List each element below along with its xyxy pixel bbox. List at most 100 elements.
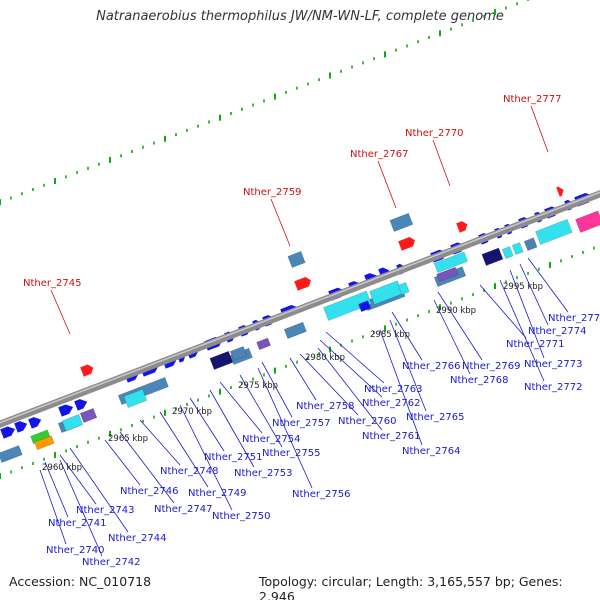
gene-label-Nther_2757: Nther_2757 (272, 418, 330, 429)
cyan-gene-8-body (535, 218, 573, 245)
leader-Nther_2745 (50, 289, 71, 335)
red-gene-2759-body (294, 277, 311, 291)
leader-Nther_2743 (59, 454, 97, 505)
forward-gene-1-body (14, 421, 28, 433)
leader-Nther_2772 (499, 279, 545, 382)
steel-gene-2 (287, 251, 306, 268)
red-gene-2767-body (398, 237, 415, 251)
cyan-gene-8 (535, 218, 573, 245)
kbp-label-4: 2980 kbp (305, 353, 345, 363)
leader-Nther_2756 (257, 367, 313, 489)
gene-label-Nther_2746: Nther_2746 (120, 486, 178, 497)
leader-Nther_2754 (219, 381, 263, 434)
gene-label-Nther_2758: Nther_2758 (296, 401, 354, 412)
red-gene-2777-body (556, 186, 564, 197)
gene-label-Nther_2774: Nther_2774 (528, 326, 586, 337)
red-gene-2759 (294, 277, 311, 291)
red-gene-2745 (80, 364, 94, 377)
gene-label-Nther_2744: Nther_2744 (108, 533, 166, 544)
leader-Nther_2770 (432, 139, 451, 187)
gene-label-Nther_2761: Nther_2761 (362, 431, 420, 442)
cyan-gene-7-body (511, 242, 524, 255)
cyan-gene-2 (323, 290, 372, 321)
leader-Nther_2741 (44, 461, 69, 518)
cyan-gene-7 (511, 242, 524, 255)
kbp-label-2: 2970 kbp (172, 407, 212, 417)
leader-Nther_2777 (530, 105, 549, 153)
gene-label-Nther_2742: Nther_2742 (82, 557, 140, 568)
genome-summary-text: Topology: circular; Length: 3,165,557 bp… (259, 574, 563, 600)
navy-gene-0-body (209, 350, 234, 370)
gene-label-Nther_2768: Nther_2768 (450, 375, 508, 386)
leader-Nther_2765 (389, 319, 427, 412)
gene-label-Nther_2748: Nther_2748 (160, 466, 218, 477)
leader-Nther_2771 (479, 284, 527, 339)
steel-gene-1-body (523, 237, 538, 251)
gene-label-Nther_2770: Nther_2770 (405, 128, 463, 139)
leader-Nther_2759 (270, 198, 291, 247)
genome-backbone (0, 190, 600, 428)
gene-label-Nther_2771: Nther_2771 (506, 339, 564, 350)
outer-tick-marks (0, 0, 529, 206)
leader-Nther_2757 (261, 361, 293, 418)
steel-gene-3 (389, 212, 414, 232)
reverse-gene-4 (283, 321, 307, 339)
forward-gene-2 (28, 417, 42, 429)
blue-gene-extra (358, 300, 372, 313)
reverse-gene-4-body (283, 321, 307, 339)
gene-label-Nther_2754: Nther_2754 (242, 434, 300, 445)
leader-Nther_2742 (59, 459, 103, 557)
reverse-gene-0 (0, 445, 23, 463)
kbp-label-7: 2995 kbp (503, 282, 543, 292)
forward-gene-1 (14, 421, 28, 433)
gene-label-Nther_2766: Nther_2766 (402, 361, 460, 372)
leader-Nther_2753 (209, 389, 255, 468)
gene-label-Nther_2747: Nther_2747 (154, 504, 212, 515)
leader-Nther_2761 (317, 347, 383, 431)
cyan-gene-5 (433, 251, 468, 273)
accession-text: Accession: NC_010718 (9, 574, 152, 589)
reverse-gene-0-body (0, 445, 23, 463)
leader-Nther_2768 (433, 299, 471, 375)
purple-gene-0 (256, 337, 271, 351)
leader-Nther_2749 (159, 411, 209, 488)
purple-gene-1 (436, 266, 459, 283)
leader-Nther_2758 (289, 357, 317, 401)
red-gene-2770 (456, 221, 468, 233)
leader-Nther_2767 (377, 160, 397, 209)
forward-gene-0 (0, 426, 16, 439)
kbp-label-1: 2965 kbp (108, 434, 148, 444)
magenta-gene-0-body (575, 210, 600, 233)
cyan-gene-4-body (397, 282, 410, 295)
forward-gene-3 (58, 404, 74, 417)
gene-label-Nther_2755: Nther_2755 (262, 448, 320, 459)
leader-Nther_2750 (179, 404, 233, 511)
leader-Nther_2746 (104, 439, 141, 486)
red-gene-2767 (398, 237, 415, 251)
gene-label-Nther_2775: Nther_2775 (548, 313, 600, 324)
cyan-gene-5-body (433, 251, 468, 273)
navy-gene-1 (481, 247, 504, 266)
leader-Nther_2755 (239, 374, 283, 448)
kbp-label-5: 2985 kbp (370, 330, 410, 340)
inner-tick-marks (0, 246, 595, 480)
leader-Nther_2762 (319, 339, 383, 398)
orange-gene-0 (34, 435, 55, 451)
leader-Nther_2748 (139, 419, 181, 466)
cyan-gene-1 (61, 414, 84, 432)
leader-Nther_2747 (119, 431, 175, 504)
gene-label-Nther_2750: Nther_2750 (212, 511, 270, 522)
gene-label-Nther_2769: Nther_2769 (462, 361, 520, 372)
leader-Nther_2766 (391, 311, 423, 361)
leader-Nther_2744 (69, 447, 129, 533)
gene-label-Nther_2777: Nther_2777 (503, 94, 561, 105)
purple-gene-2-body (79, 407, 98, 423)
kbp-label-3: 2975 kbp (238, 381, 278, 391)
forward-gene-0-body (0, 426, 16, 439)
gene-labels: Nther_2740 Nther_2741 Nther_2742 Nther_2743… (23, 94, 600, 568)
leader-Nther_2760 (299, 353, 359, 416)
orange-gene-0-body (34, 435, 55, 451)
blue-gene-extra-body (358, 300, 372, 313)
gene-label-Nther_2741: Nther_2741 (48, 518, 106, 529)
